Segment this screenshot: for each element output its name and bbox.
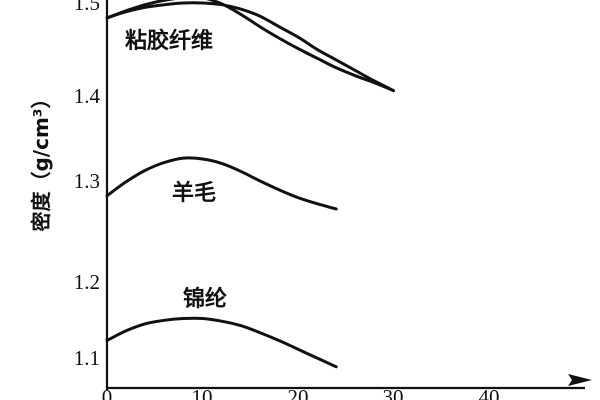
curve-viscose-lower: [105, 1, 395, 93]
curve-nylon: [105, 316, 338, 369]
curve-label-nylon: 锦纶: [183, 286, 227, 312]
x-tick-label-40: 40: [479, 385, 500, 400]
curve-label-viscose: 粘胶纤维: [125, 28, 213, 54]
y-tick-label-1.3: 1.3: [74, 169, 100, 193]
x-tick-label-0: 0: [102, 385, 113, 400]
x-tick-label-20: 20: [288, 385, 309, 400]
x-tick-label-30: 30: [383, 385, 404, 400]
curve-label-wool: 羊毛: [172, 180, 216, 206]
y-tick-label-1.5: 1.5: [74, 0, 100, 15]
y-tick-label-1.1: 1.1: [74, 346, 100, 370]
y-tick-label-1.4: 1.4: [74, 84, 101, 108]
x-axis-arrowhead: [568, 374, 592, 386]
curve-wool: [105, 156, 338, 211]
y-axis-label-group: 密度（g/cm³）: [29, 88, 53, 231]
y-axis-label: 密度（g/cm³）: [29, 88, 53, 231]
x-tick-label-10: 10: [192, 385, 213, 400]
curve-viscose-upper: [105, 0, 395, 93]
y-tick-label-1.2: 1.2: [74, 270, 100, 294]
